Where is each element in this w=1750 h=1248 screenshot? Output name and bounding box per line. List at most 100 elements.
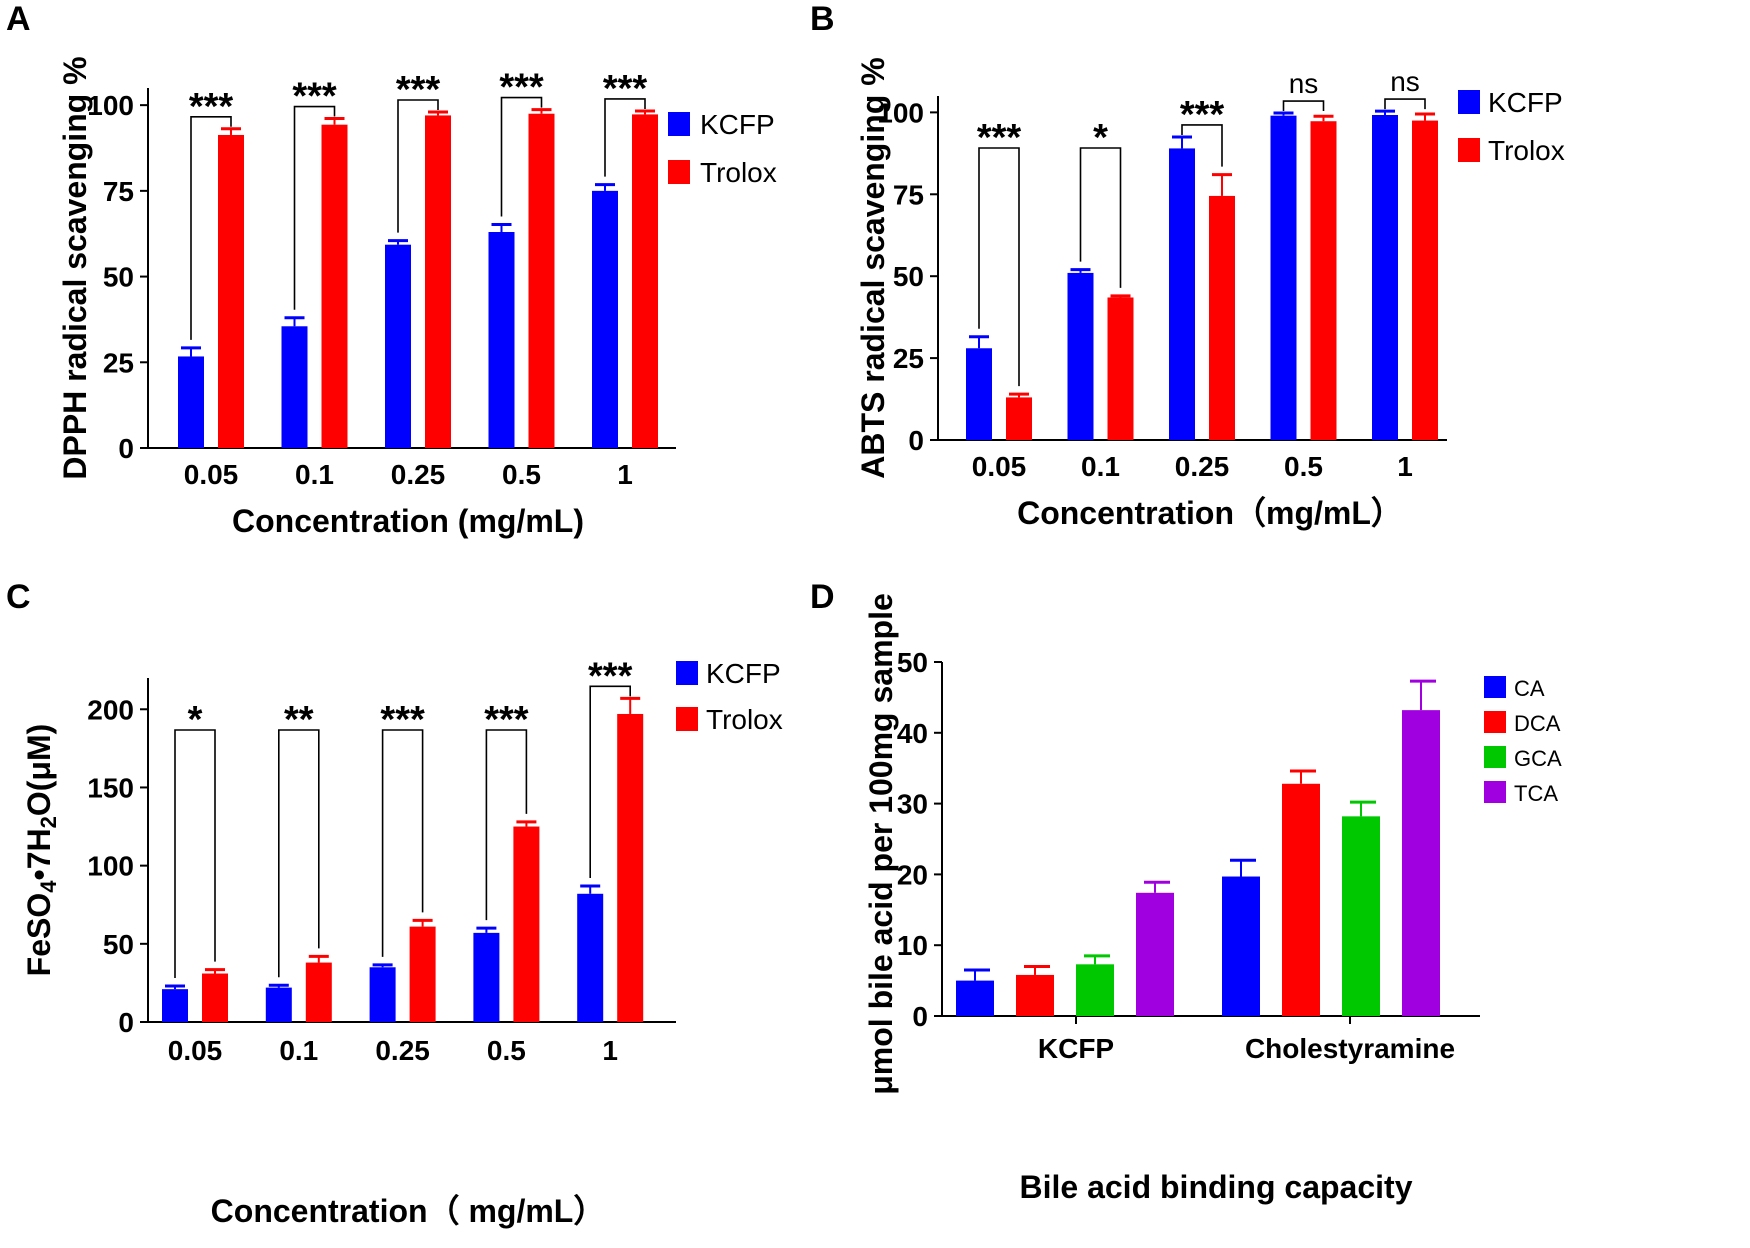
- bar-trolox: [632, 114, 658, 449]
- bar-kcfp: [265, 987, 292, 1022]
- x-tick-label: 0.25: [391, 459, 446, 490]
- x-tick-label: 0.5: [502, 459, 541, 490]
- y-tick-label: 0: [908, 425, 924, 456]
- panel-letter: C: [6, 578, 31, 616]
- x-tick-label: 0.5: [487, 1035, 526, 1066]
- legend-swatch-kcfp: [668, 112, 690, 136]
- y-tick-label: 0: [118, 433, 134, 464]
- legend-swatch-tca: [1484, 781, 1506, 803]
- x-tick-label: 0.5: [1284, 451, 1323, 482]
- significance-bracket: [1282, 100, 1325, 112]
- bar-trolox: [218, 134, 244, 448]
- legend-label-trolox: Trolox: [706, 704, 783, 735]
- y-axis-label: DPPH radical scavenging %: [57, 56, 93, 479]
- bar-trolox: [1209, 195, 1235, 440]
- bar-trolox: [1006, 397, 1032, 440]
- x-tick-label: 0.25: [1175, 451, 1230, 482]
- significance-label: ***: [977, 117, 1022, 159]
- bar-gca: [1342, 816, 1380, 1016]
- y-tick-label: 150: [87, 772, 134, 803]
- significance-label: **: [284, 699, 314, 741]
- bar-trolox: [1412, 120, 1438, 441]
- bar-kcfp: [577, 893, 604, 1022]
- significance-label: *: [1093, 117, 1108, 159]
- bar-kcfp: [281, 326, 308, 448]
- significance-bracket: [978, 147, 1020, 387]
- significance-bracket: [1384, 98, 1426, 110]
- legend-label-trolox: Trolox: [1488, 135, 1565, 166]
- significance-bracket: [604, 98, 646, 177]
- x-axis-label: Concentration（ mg/mL）: [211, 1193, 606, 1229]
- panel-c: C 0 50 100 150 200 FeSO4•7H2O(μM) Concentration…: [6, 578, 783, 1229]
- y-axis-label-subscript: 4: [36, 880, 61, 893]
- bar-trolox: [617, 713, 644, 1022]
- x-tick-label: 0.1: [279, 1035, 318, 1066]
- bar-kcfp: [385, 244, 411, 448]
- y-tick-label: 200: [87, 694, 134, 725]
- bar-dca: [1282, 783, 1320, 1016]
- significance-bracket: [397, 99, 439, 233]
- y-tick-label: 50: [897, 647, 928, 678]
- y-axis-label: μmol bile acid per 100mg sample: [863, 593, 899, 1095]
- legend-label-trolox: Trolox: [700, 157, 777, 188]
- y-tick-label: 40: [897, 718, 928, 749]
- bar-kcfp: [592, 190, 618, 448]
- bar-tca: [1402, 710, 1440, 1016]
- bar-kcfp: [162, 989, 188, 1022]
- bar-gca: [1076, 964, 1114, 1016]
- bar-ca: [1222, 876, 1260, 1016]
- legend-label-tca: TCA: [1514, 781, 1558, 806]
- significance-label: *: [188, 699, 203, 741]
- significance-bracket: [1079, 147, 1122, 288]
- bar-kcfp: [1372, 115, 1398, 441]
- legend-swatch-trolox: [1458, 138, 1480, 162]
- legend-label-gca: GCA: [1514, 746, 1562, 771]
- bar-trolox: [321, 124, 348, 448]
- x-tick-label: 0.1: [1081, 451, 1120, 482]
- y-tick-label: 0: [118, 1007, 134, 1038]
- x-tick-label: 0.05: [184, 459, 239, 490]
- x-axis-label: Concentration (mg/mL): [232, 503, 584, 539]
- significance-bracket: [485, 729, 528, 921]
- significance-label: ***: [603, 68, 648, 110]
- y-axis-label: ABTS radical scavenging %: [855, 57, 891, 478]
- legend-swatch-trolox: [668, 160, 690, 184]
- significance-bracket: [589, 685, 631, 878]
- bar-trolox: [202, 973, 228, 1022]
- x-tick-label: 0.1: [295, 459, 334, 490]
- x-tick-label: 1: [617, 459, 633, 490]
- bar-trolox: [528, 113, 555, 448]
- significance-label: ***: [484, 699, 529, 741]
- significance-label: ***: [189, 86, 234, 128]
- x-tick-label: 1: [1397, 451, 1413, 482]
- y-tick-label: 75: [893, 179, 924, 210]
- y-tick-label: 50: [103, 929, 134, 960]
- panel-letter: D: [810, 578, 835, 616]
- x-axis-label: Concentration（mg/mL）: [1017, 495, 1403, 531]
- bar-trolox: [1107, 297, 1134, 440]
- significance-label: ***: [588, 655, 633, 697]
- significance-label: ***: [499, 67, 544, 109]
- legend-label-kcfp: KCFP: [700, 109, 775, 140]
- significance-bracket: [381, 729, 424, 957]
- y-tick-label: 100: [877, 97, 924, 128]
- bar-ca: [956, 980, 994, 1016]
- y-tick-label: 25: [103, 347, 134, 378]
- significance-label: ***: [1180, 94, 1225, 136]
- bar-trolox: [425, 115, 451, 448]
- x-tick-label: 0.05: [972, 451, 1027, 482]
- bar-kcfp: [1169, 148, 1195, 440]
- bar-kcfp: [966, 348, 992, 440]
- bar-tca: [1136, 892, 1174, 1016]
- significance-bracket: [278, 729, 320, 978]
- y-axis-label-subscript: 2: [36, 816, 61, 828]
- x-tick-label: 0.25: [375, 1035, 430, 1066]
- bar-kcfp: [178, 356, 204, 448]
- legend-label-kcfp: KCFP: [706, 658, 781, 689]
- y-tick-label: 0: [912, 1001, 928, 1032]
- bar-kcfp: [488, 232, 515, 448]
- y-axis-label: FeSO4•7H2O(μM): [21, 724, 61, 977]
- legend-swatch-gca: [1484, 746, 1506, 768]
